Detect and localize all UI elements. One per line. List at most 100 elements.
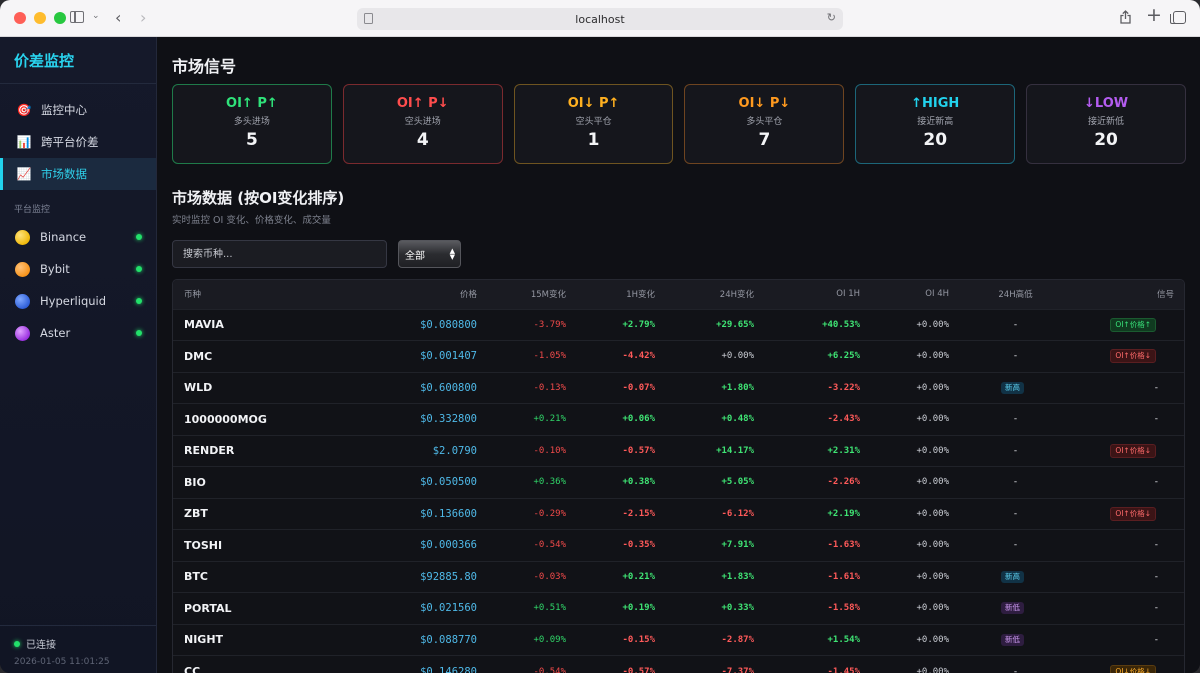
reload-icon[interactable]: ↻ [826, 11, 836, 24]
price-cell: $0.088770 [420, 633, 477, 646]
column-header[interactable]: 1H变化 [626, 290, 655, 301]
table-row[interactable]: BIO $0.050500 +0.36% +0.38% +5.05% -2.26% +0.0… [173, 466, 1184, 498]
online-status-icon [136, 266, 142, 272]
high-low-cell: - [1013, 666, 1018, 673]
chevron-down-icon[interactable]: ⌄ [92, 11, 100, 21]
signal-cell: OI↑价格↑ [1082, 309, 1184, 341]
search-input[interactable] [172, 240, 387, 268]
oi-1h-cell: -1.58% [827, 603, 860, 614]
signal-card-count: 7 [758, 130, 771, 150]
change-24h-cell: -7.37% [721, 666, 754, 673]
signal-card-subtitle: 空头平仓 [575, 117, 612, 127]
back-arrow-icon[interactable]: ‹ [115, 8, 122, 27]
column-header[interactable]: 价格 [459, 290, 477, 301]
oi-1h-cell: +2.31% [827, 445, 860, 456]
high-low-cell: - [1013, 445, 1018, 456]
table-row[interactable]: NIGHT $0.088770 +0.09% -0.15% -2.87% +1.54% +0… [173, 624, 1184, 656]
signal-card[interactable]: ↓LOW 接近新低 20 [1026, 84, 1186, 164]
sidebar-item-cross-platform-spread[interactable]: 📊 跨平台价差 [0, 126, 156, 158]
signal-card[interactable]: OI↑ P↓ 空头进场 4 [342, 84, 503, 164]
price-cell: $0.021560 [420, 602, 477, 615]
change-24h-cell: +1.83% [721, 571, 754, 582]
oi-1h-cell: -3.22% [827, 382, 860, 393]
symbol-cell: PORTAL [184, 601, 232, 615]
high-low-cell: 新低 [957, 593, 1082, 625]
table-row[interactable]: RENDER $2.0790 -0.10% -0.57% +14.17% +2.31% +0… [173, 435, 1184, 467]
table-row[interactable]: MAVIA $0.080800 -3.79% +2.79% +29.65% +40.53%… [173, 309, 1184, 341]
table-row[interactable]: TOSHI $0.000366 -0.54% -0.35% +7.91% -1.63% +0… [173, 529, 1184, 561]
sidebar-toggle-icon[interactable] [70, 11, 84, 23]
platform-hyperliquid[interactable]: Hyperliquid [0, 285, 156, 317]
platform-label: Binance [40, 230, 87, 244]
signal-card[interactable]: OI↓ P↑ 空头平仓 1 [513, 84, 674, 164]
page-icon [364, 13, 373, 24]
minimize-window-button[interactable] [34, 12, 46, 24]
price-cell: $0.001407 [420, 350, 477, 363]
signal-card-count: 1 [587, 130, 600, 150]
share-icon[interactable] [1120, 10, 1131, 24]
market-title: 市场数据 (按OI变化排序) [172, 189, 345, 207]
change-15m-cell: -0.03% [533, 571, 566, 582]
column-header[interactable]: 15M变化 [530, 290, 566, 301]
high-low-cell: 新高 [957, 372, 1082, 404]
signal-card-count: 4 [416, 130, 429, 150]
sidebar-nav: 🎯 监控中心 📊 跨平台价差 📈 市场数据 [0, 94, 156, 190]
tab-overview-icon[interactable] [1170, 11, 1186, 24]
change-15m-cell: +0.21% [533, 414, 566, 425]
table-row[interactable]: DMC $0.001407 -1.05% -4.42% +0.00% +6.25% +0.0… [173, 340, 1184, 372]
platform-aster[interactable]: Aster [0, 317, 156, 349]
market-subtitle: 实时监控 OI 变化、价格变化、成交量 [172, 215, 331, 226]
oi-1h-cell: -2.26% [827, 477, 860, 488]
column-header[interactable]: OI 1H [836, 289, 860, 300]
change-1h-cell: +0.38% [622, 477, 655, 488]
signal-card[interactable]: ↑HIGH 接近新高 20 [855, 84, 1016, 164]
signal-card-title: ↓LOW [1084, 96, 1129, 111]
hyperliquid-dot-icon [15, 293, 30, 309]
address-bar[interactable]: localhost ↻ [357, 8, 843, 30]
change-1h-cell: +0.19% [622, 603, 655, 614]
change-24h-cell: -6.12% [721, 508, 754, 519]
target-icon: 🎯 [16, 103, 32, 117]
zoom-window-button[interactable] [54, 12, 66, 24]
oi-4h-cell: +0.00% [916, 540, 949, 551]
high-low-cell: - [1013, 351, 1018, 362]
change-15m-cell: -0.54% [533, 540, 566, 551]
column-header[interactable]: 24H变化 [719, 290, 754, 301]
new-tab-icon[interactable]: + [1146, 4, 1162, 26]
close-window-button[interactable] [14, 12, 26, 24]
signal-card[interactable]: OI↑ P↑ 多头进场 5 [172, 84, 332, 164]
connection-footer: 已连接 2026-01-05 11:01:25 [0, 625, 156, 673]
column-header[interactable]: 信号 [1156, 290, 1174, 301]
signal-card[interactable]: OI↓ P↓ 多头平仓 7 [684, 84, 845, 164]
symbol-cell: TOSHI [184, 538, 223, 552]
table-row[interactable]: BTC $92885.80 -0.03% +0.21% +1.83% -1.61% +0.0… [173, 561, 1184, 593]
oi-1h-cell: -2.43% [827, 414, 860, 425]
url-text: localhost [575, 12, 625, 26]
table-row[interactable]: 1000000MOG $0.332800 +0.21% +0.06% +0.48% -2.… [173, 403, 1184, 435]
sidebar-item-label: 监控中心 [41, 103, 87, 117]
filter-controls: 全部 ▲▼ [172, 240, 1186, 268]
platform-bybit[interactable]: Bybit [0, 253, 156, 285]
binance-dot-icon [15, 229, 30, 245]
change-24h-cell: +29.65% [716, 319, 754, 330]
change-15m-cell: -0.13% [533, 382, 566, 393]
filter-select[interactable]: 全部 ▲ ▼ [398, 240, 461, 268]
platform-binance[interactable]: Binance [0, 221, 156, 253]
column-header[interactable]: OI 4H [925, 289, 949, 300]
sidebar-item-market-data[interactable]: 📈 市场数据 [0, 158, 156, 190]
sidebar: 价差监控 🎯 监控中心 📊 跨平台价差 📈 市场数据 平台监控 Binance [0, 37, 157, 673]
column-header[interactable]: 24H高低 [998, 290, 1033, 301]
high-low-cell: - [1013, 477, 1018, 488]
column-header[interactable]: 币种 [184, 290, 202, 301]
table-row[interactable]: ZBT $0.136600 -0.29% -2.15% -6.12% +2.19% +0.0… [173, 498, 1184, 530]
table-row[interactable]: PORTAL $0.021560 +0.51% +0.19% +0.33% -1.58% +… [173, 592, 1184, 625]
forward-arrow-icon[interactable]: › [140, 8, 147, 27]
price-cell: $2.0790 [432, 444, 477, 457]
oi-4h-cell: +0.00% [916, 666, 949, 673]
sidebar-item-monitor-center[interactable]: 🎯 监控中心 [0, 94, 156, 126]
oi-1h-cell: -1.61% [827, 571, 860, 582]
change-24h-cell: +0.48% [721, 414, 754, 425]
table-row[interactable]: WLD $0.600800 -0.13% -0.07% +1.80% -3.22% +0.0… [173, 372, 1184, 404]
table-row[interactable]: CC $0.146280 -0.54% -0.57% -7.37% -1.45% +0.00… [173, 655, 1184, 673]
